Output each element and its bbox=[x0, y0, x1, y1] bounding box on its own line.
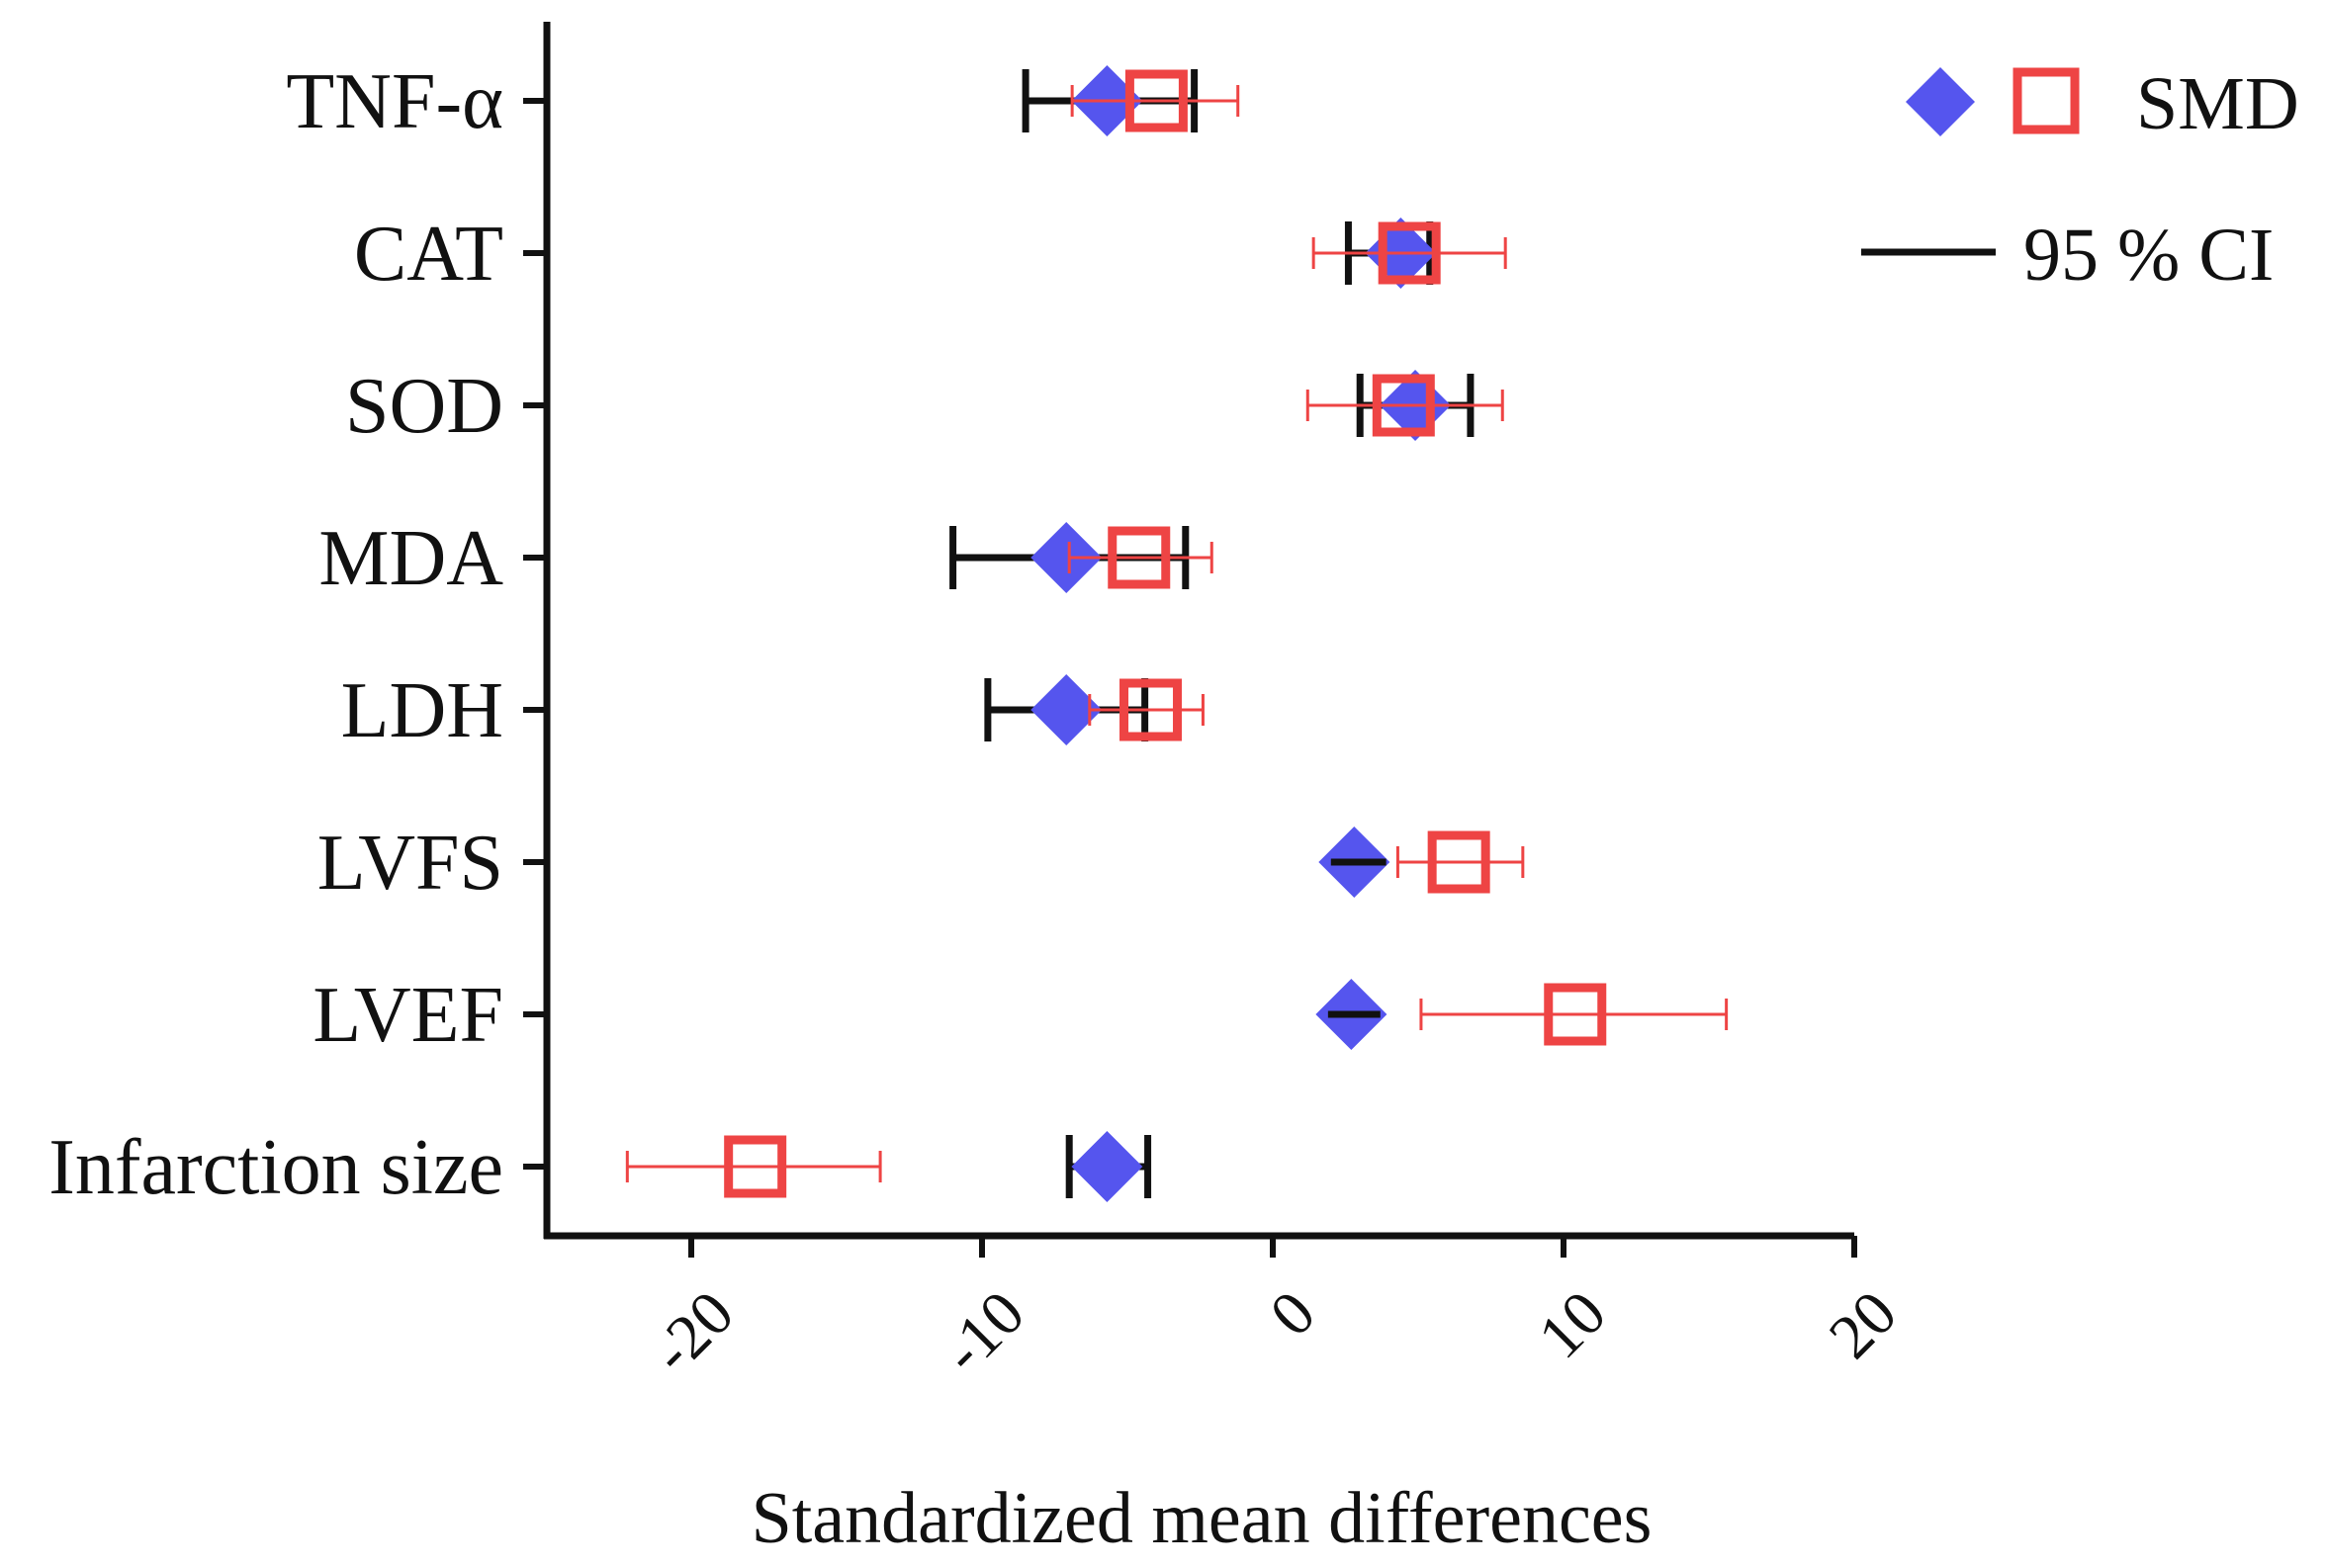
smd-square-marker bbox=[1372, 374, 1435, 437]
legend-ci-label: 95 % CI bbox=[2023, 214, 2274, 297]
category-label: CAT bbox=[354, 211, 503, 298]
legend-smd-label: SMD bbox=[2136, 62, 2299, 145]
x-tick-label: 20 bbox=[1816, 1277, 1910, 1371]
category-label: LDH bbox=[341, 667, 503, 754]
category-label: MDA bbox=[318, 515, 503, 602]
smd-diamond-marker bbox=[1071, 1131, 1143, 1202]
category-label: LVEF bbox=[313, 972, 503, 1059]
smd-square-marker bbox=[1378, 221, 1441, 285]
category-label: LVFS bbox=[317, 820, 503, 907]
smd-square-marker bbox=[1544, 983, 1607, 1046]
smd-square-marker bbox=[1119, 678, 1183, 741]
plot-area: -20 -10 0 10 20 TNF-α CAT SOD MDA LDH LVFS LVEF Infa… bbox=[48, 22, 1910, 1386]
smd-diamond-marker bbox=[1030, 522, 1103, 593]
smd-square-marker bbox=[1427, 830, 1490, 894]
x-tick-label: -10 bbox=[929, 1277, 1038, 1387]
x-axis-title: Standardized mean differences bbox=[752, 1478, 1653, 1559]
smd-square-marker bbox=[1124, 69, 1188, 132]
x-tick-label: 10 bbox=[1525, 1277, 1619, 1371]
legend-square-icon bbox=[2013, 67, 2080, 134]
x-tick-label: -20 bbox=[638, 1277, 748, 1387]
smd-diamond-marker bbox=[1030, 674, 1103, 745]
x-tick-label: 0 bbox=[1256, 1277, 1328, 1350]
smd-square-marker bbox=[724, 1135, 787, 1198]
legend-diamond-icon bbox=[1906, 67, 1975, 136]
legend: SMD 95 % CI bbox=[1861, 62, 2299, 297]
category-label: TNF-α bbox=[286, 58, 503, 145]
smd-square-marker bbox=[1108, 526, 1171, 589]
category-label: SOD bbox=[345, 363, 503, 450]
category-label: Infarction size bbox=[48, 1124, 503, 1211]
